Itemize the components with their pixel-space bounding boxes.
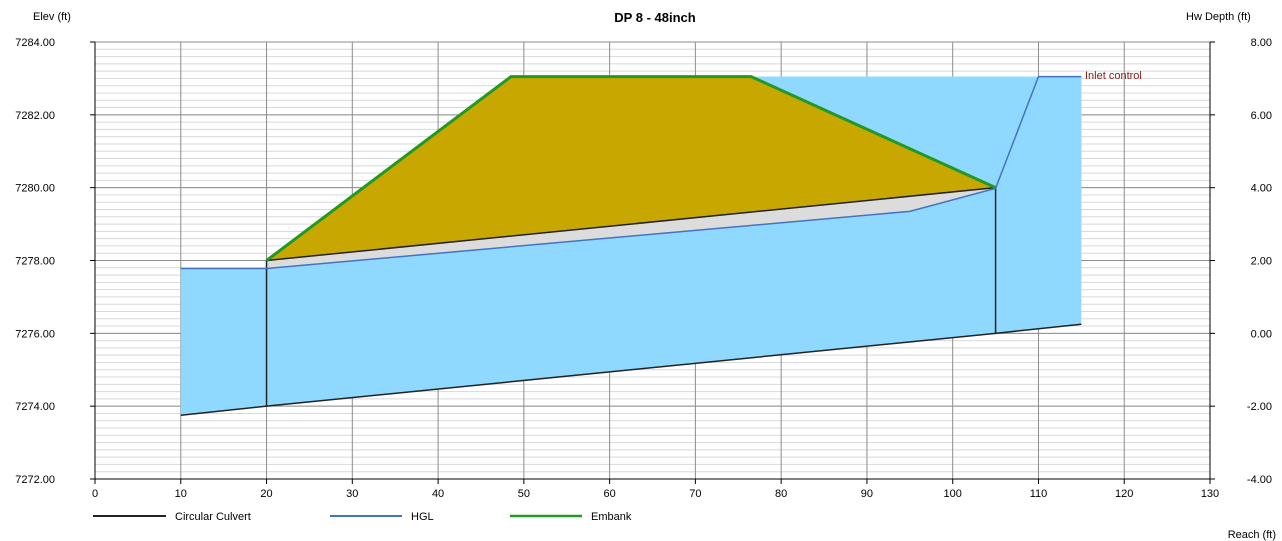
- y-axis-label: Elev (ft): [33, 11, 71, 23]
- y2-axis-label: Hw Depth (ft): [1186, 11, 1251, 23]
- x-tick-label: 30: [346, 488, 358, 500]
- x-tick-label: 0: [92, 488, 98, 500]
- embankment-fill: [266, 76, 996, 261]
- x-tick-label: 60: [603, 488, 615, 500]
- x-tick-label: 20: [260, 488, 272, 500]
- hgl-line: [180, 75, 1082, 270]
- y-tick-label: 7280.00: [15, 183, 55, 195]
- y2-tick-label: 0.00: [1251, 328, 1272, 340]
- axes: 7272.00 -4.00 7274.00 -2.00 7276.00 0.00 7278.…: [15, 37, 1272, 500]
- legend-label-hgl: HGL: [411, 511, 434, 523]
- x-tick-label: 120: [1115, 488, 1133, 500]
- culvert-invert-line: [180, 323, 1082, 417]
- y2-tick-label: -4.00: [1247, 474, 1272, 486]
- legend-label-culvert: Circular Culvert: [175, 511, 251, 523]
- x-tick-label: 50: [518, 488, 530, 500]
- y2-tick-label: 6.00: [1251, 110, 1272, 122]
- y2-tick-label: 4.00: [1251, 183, 1272, 195]
- x-tick-label: 70: [689, 488, 701, 500]
- y-tick-label: 7278.00: [15, 256, 55, 268]
- legend-label-embank: Embank: [591, 511, 632, 523]
- inlet-control-annotation: Inlet control: [1085, 70, 1142, 82]
- pipe-air-fill: [266, 187, 996, 269]
- chart-title: DP 8 - 48inch: [614, 10, 695, 25]
- water-fill: [180, 76, 1082, 416]
- y-tick-label: 7276.00: [15, 328, 55, 340]
- culvert-crown-line: [266, 186, 996, 262]
- x-tick-label: 130: [1201, 488, 1219, 500]
- x-tick-label: 110: [1030, 488, 1048, 500]
- x-axis-label: Reach (ft): [1228, 529, 1276, 541]
- embank-line: [265, 75, 997, 262]
- y2-tick-label: 8.00: [1251, 37, 1272, 49]
- x-tick-label: 40: [432, 488, 444, 500]
- legend: Circular Culvert HGL Embank: [93, 511, 632, 523]
- y-tick-label: 7272.00: [15, 474, 55, 486]
- y-tick-label: 7282.00: [15, 110, 55, 122]
- profile-lines: [180, 75, 1082, 417]
- x-tick-label: 100: [944, 488, 962, 500]
- y-tick-label: 7274.00: [15, 401, 55, 413]
- profile-fills: [180, 76, 1082, 416]
- x-tick-label: 10: [175, 488, 187, 500]
- x-tick-label: 90: [861, 488, 873, 500]
- headwater-fill-upper: [751, 76, 1082, 188]
- x-tick-label: 80: [775, 488, 787, 500]
- y-tick-label: 7284.00: [15, 37, 55, 49]
- y2-tick-label: 2.00: [1251, 256, 1272, 268]
- y2-tick-label: -2.00: [1247, 401, 1272, 413]
